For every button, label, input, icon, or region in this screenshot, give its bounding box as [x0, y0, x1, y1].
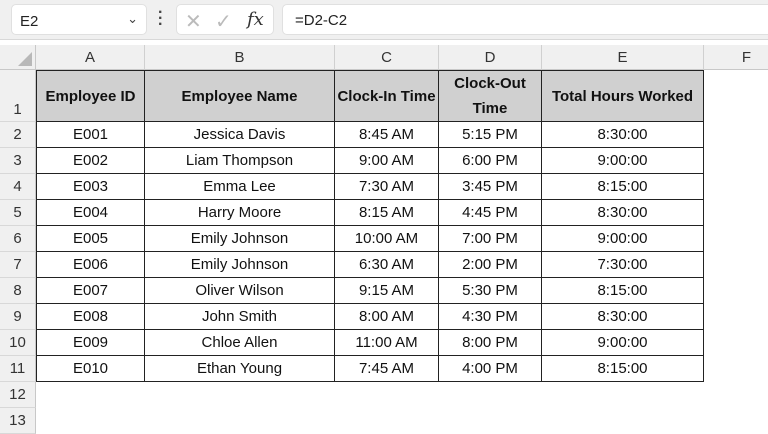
- table-cell[interactable]: 6:30 AM: [335, 252, 439, 278]
- table-cell[interactable]: 4:45 PM: [439, 200, 542, 226]
- header-cell[interactable]: Clock-Out Time: [439, 70, 542, 122]
- chevron-down-icon[interactable]: ⌄: [127, 11, 138, 26]
- table-cell[interactable]: E001: [36, 122, 145, 148]
- column-header-A[interactable]: A: [36, 45, 145, 70]
- row-header-4[interactable]: 4: [0, 174, 36, 200]
- table-cell[interactable]: John Smith: [145, 304, 335, 330]
- column-header-C[interactable]: C: [335, 45, 439, 70]
- table-cell[interactable]: Liam Thompson: [145, 148, 335, 174]
- header-cell[interactable]: Clock-In Time: [335, 70, 439, 122]
- table-cell[interactable]: 7:30:00: [542, 252, 704, 278]
- table-cell[interactable]: 8:45 AM: [335, 122, 439, 148]
- table-cell[interactable]: 8:15:00: [542, 174, 704, 200]
- table-cell[interactable]: Harry Moore: [145, 200, 335, 226]
- table-cell[interactable]: 8:15:00: [542, 356, 704, 382]
- table-cell[interactable]: 6:00 PM: [439, 148, 542, 174]
- name-box[interactable]: E2 ⌄: [11, 4, 147, 35]
- table-cell[interactable]: E010: [36, 356, 145, 382]
- more-options-icon[interactable]: · · ·: [158, 4, 164, 33]
- table-cell[interactable]: 9:00 AM: [335, 148, 439, 174]
- table-cell[interactable]: 10:00 AM: [335, 226, 439, 252]
- row-header-10[interactable]: 10: [0, 330, 36, 356]
- table-cell[interactable]: 9:15 AM: [335, 278, 439, 304]
- name-box-value: E2: [20, 13, 39, 30]
- table-cell[interactable]: 9:00:00: [542, 148, 704, 174]
- table-cell[interactable]: Emily Johnson: [145, 226, 335, 252]
- row-header-13[interactable]: 13: [0, 408, 36, 434]
- formula-bar: E2 ⌄ · · · ✕ ✓ fx =D2-C2: [0, 0, 768, 40]
- table-cell[interactable]: 8:30:00: [542, 200, 704, 226]
- column-header-E[interactable]: E: [542, 45, 704, 70]
- table-cell[interactable]: 3:45 PM: [439, 174, 542, 200]
- table-cell[interactable]: 2:00 PM: [439, 252, 542, 278]
- table-cell[interactable]: 7:00 PM: [439, 226, 542, 252]
- table-cell[interactable]: 8:30:00: [542, 122, 704, 148]
- select-all-button[interactable]: [0, 45, 36, 70]
- row-header-5[interactable]: 5: [0, 200, 36, 226]
- close-icon[interactable]: ✕: [185, 11, 202, 33]
- header-cell[interactable]: Employee ID: [36, 70, 145, 122]
- table-cell[interactable]: 5:15 PM: [439, 122, 542, 148]
- table-cell[interactable]: 5:30 PM: [439, 278, 542, 304]
- table-cell[interactable]: Emma Lee: [145, 174, 335, 200]
- column-header-F[interactable]: F: [704, 45, 768, 70]
- row-header-2[interactable]: 2: [0, 122, 36, 148]
- row-header-7[interactable]: 7: [0, 252, 36, 278]
- table-cell[interactable]: Oliver Wilson: [145, 278, 335, 304]
- row-header-1[interactable]: 1: [0, 70, 36, 122]
- table-cell[interactable]: 9:00:00: [542, 226, 704, 252]
- table-cell[interactable]: 9:00:00: [542, 330, 704, 356]
- table-cell[interactable]: 4:00 PM: [439, 356, 542, 382]
- fx-icon[interactable]: fx: [247, 9, 264, 30]
- header-cell[interactable]: Total Hours Worked: [542, 70, 704, 122]
- table-cell[interactable]: E009: [36, 330, 145, 356]
- row-header-6[interactable]: 6: [0, 226, 36, 252]
- table-cell[interactable]: 4:30 PM: [439, 304, 542, 330]
- column-header-B[interactable]: B: [145, 45, 335, 70]
- table-cell[interactable]: 8:30:00: [542, 304, 704, 330]
- table-cell[interactable]: 11:00 AM: [335, 330, 439, 356]
- table-cell[interactable]: E003: [36, 174, 145, 200]
- table-cell[interactable]: E002: [36, 148, 145, 174]
- row-header-9[interactable]: 9: [0, 304, 36, 330]
- row-header-8[interactable]: 8: [0, 278, 36, 304]
- row-header-12[interactable]: 12: [0, 382, 36, 408]
- header-cell[interactable]: Employee Name: [145, 70, 335, 122]
- table-cell[interactable]: Ethan Young: [145, 356, 335, 382]
- row-header-11[interactable]: 11: [0, 356, 36, 382]
- table-cell[interactable]: E006: [36, 252, 145, 278]
- formula-buttons: ✕ ✓ fx: [176, 4, 274, 35]
- column-header-D[interactable]: D: [439, 45, 542, 70]
- table-cell[interactable]: E007: [36, 278, 145, 304]
- table-cell[interactable]: Chloe Allen: [145, 330, 335, 356]
- table-cell[interactable]: 7:30 AM: [335, 174, 439, 200]
- table-cell[interactable]: E008: [36, 304, 145, 330]
- row-header-3[interactable]: 3: [0, 148, 36, 174]
- table-cell[interactable]: 7:45 AM: [335, 356, 439, 382]
- check-icon[interactable]: ✓: [215, 11, 232, 33]
- table-cell[interactable]: 8:00 PM: [439, 330, 542, 356]
- table-cell[interactable]: E005: [36, 226, 145, 252]
- formula-input[interactable]: =D2-C2: [282, 4, 768, 35]
- table-cell[interactable]: Jessica Davis: [145, 122, 335, 148]
- table-cell[interactable]: 8:15 AM: [335, 200, 439, 226]
- table-cell[interactable]: 8:00 AM: [335, 304, 439, 330]
- table-cell[interactable]: 8:15:00: [542, 278, 704, 304]
- table-cell[interactable]: Emily Johnson: [145, 252, 335, 278]
- table-cell[interactable]: E004: [36, 200, 145, 226]
